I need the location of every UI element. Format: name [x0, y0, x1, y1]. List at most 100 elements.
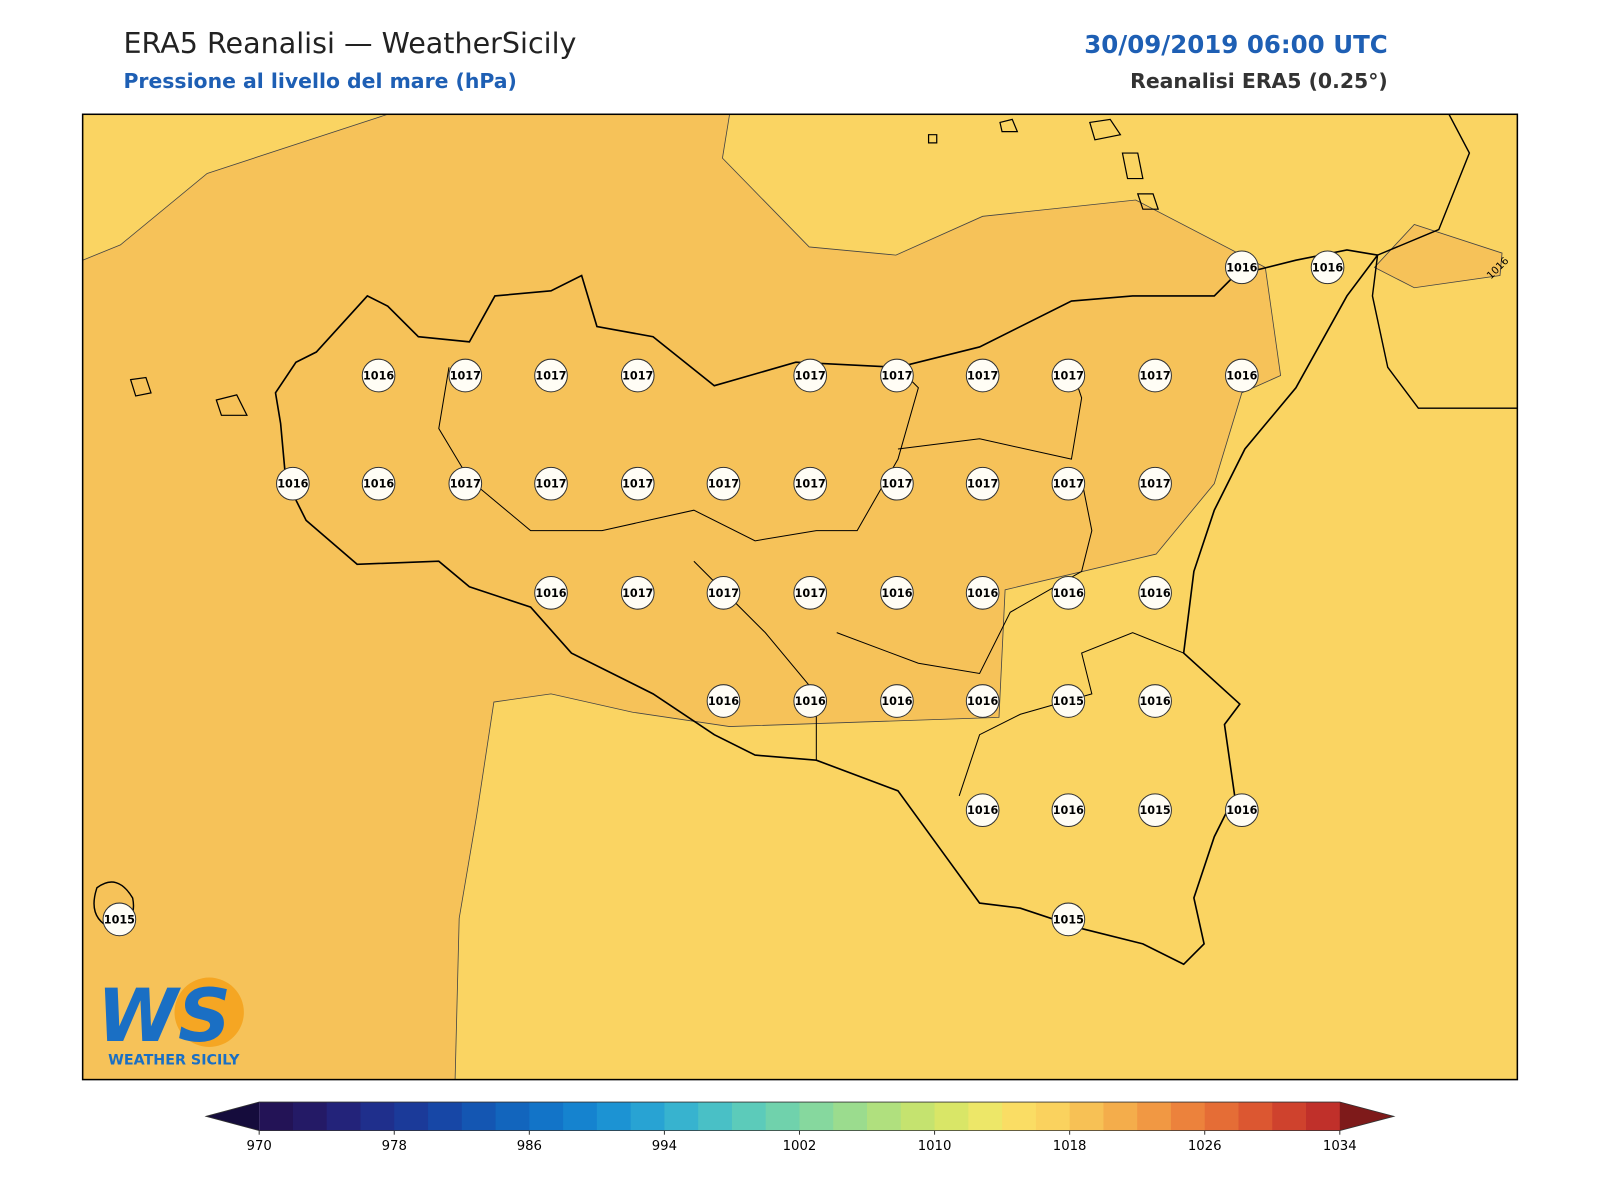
subtitle: Pressione al livello del mare (hPa) [123, 69, 516, 93]
station-marker [620, 466, 655, 501]
station-marker [1138, 466, 1172, 501]
station: 1016 [1051, 576, 1086, 610]
station-marker [1138, 684, 1172, 718]
colorbar-tick-label: 1026 [1188, 1139, 1222, 1154]
station-value: 1016 [1139, 587, 1170, 600]
colorbar-segment [1272, 1102, 1307, 1131]
station-marker [1051, 684, 1086, 718]
station-value: 1016 [1312, 261, 1343, 274]
station: 1017 [965, 358, 1000, 393]
colorbar-tick-label: 994 [652, 1139, 677, 1154]
station: 1017 [706, 576, 741, 610]
station-marker [793, 358, 828, 393]
station-marker [880, 466, 914, 501]
station-marker [706, 684, 741, 718]
station: 1017 [880, 358, 914, 393]
coastline [1371, 113, 1518, 409]
station-value: 1016 [1053, 804, 1084, 817]
station-value: 1017 [795, 478, 826, 491]
station: 1017 [620, 466, 655, 501]
colorbar-segment [428, 1102, 463, 1131]
station-marker [706, 576, 741, 610]
colorbar: 970 978 986 994 1002 1010 1018 1026 1034 [204, 1101, 1396, 1154]
station-marker [448, 358, 483, 393]
station-value: 1016 [881, 587, 912, 600]
station-marker [1138, 793, 1172, 828]
coastline [274, 249, 1380, 966]
station: 1015 [1051, 684, 1086, 718]
station-marker [965, 466, 1000, 501]
colorbar-tick-label: 978 [382, 1139, 407, 1154]
colorbar-segment [630, 1102, 665, 1131]
logo-sun [174, 977, 244, 1047]
station-value: 1015 [104, 913, 135, 926]
station-value: 1016 [363, 370, 394, 383]
station-value: 1017 [450, 370, 481, 383]
station: 1017 [448, 358, 483, 393]
colorbar-segment [461, 1102, 497, 1131]
colorbar-segment [1103, 1102, 1138, 1131]
station-marker [880, 576, 914, 610]
station-value: 1017 [622, 478, 653, 491]
station: 1016 [880, 684, 914, 718]
colorbar-segment [259, 1102, 294, 1131]
station-value: 1016 [967, 587, 998, 600]
station: 1016 [965, 684, 1000, 718]
colorbar-segment [360, 1102, 395, 1131]
pressure-area [1373, 224, 1503, 289]
station-marker [534, 576, 568, 610]
station-marker [1138, 358, 1172, 393]
station-marker [1051, 576, 1086, 610]
station: 1017 [706, 466, 741, 501]
station: 1017 [793, 358, 828, 393]
colorbar-segment [1306, 1102, 1341, 1131]
colorbar-segment [731, 1102, 767, 1131]
station-marker [1225, 793, 1259, 828]
station-marker [1225, 358, 1259, 393]
station-marker [276, 466, 310, 501]
station: 1017 [620, 358, 655, 393]
colorbar-segment [698, 1102, 733, 1131]
station: 1017 [534, 466, 568, 501]
station-marker [620, 358, 655, 393]
colorbar-extend-high [1339, 1102, 1394, 1131]
province-border [958, 632, 1184, 797]
station-value: 1015 [1053, 695, 1084, 708]
station-marker [1225, 250, 1259, 285]
station: 1017 [620, 576, 655, 610]
station-marker [1138, 576, 1172, 610]
station-marker [1051, 466, 1086, 501]
station-marker [706, 466, 741, 501]
colorbar-tick-label: 970 [247, 1139, 272, 1154]
station-value: 1017 [708, 478, 739, 491]
station: 1016 [361, 358, 396, 393]
station: 1017 [1051, 358, 1086, 393]
colorbar-segment [1137, 1102, 1172, 1131]
station-marker [102, 902, 137, 937]
station-value: 1017 [535, 370, 566, 383]
station-marker [965, 684, 1000, 718]
station: 1017 [1138, 466, 1172, 501]
source: Reanalisi ERA5 (0.25°) [1130, 69, 1388, 93]
station-marker [620, 576, 655, 610]
station-value: 1017 [795, 370, 826, 383]
colorbar-segment [968, 1102, 1003, 1131]
logo: WS WEATHER SICILY [97, 974, 244, 1068]
station-marker [361, 358, 396, 393]
station: 1016 [1310, 250, 1345, 285]
title: ERA5 Reanalisi — WeatherSicily [123, 26, 576, 60]
station-labels: 1016 1016 1016 1017 1017 1017 1017 1017 1017 1017… [102, 250, 1345, 937]
colorbar-tick-label: 986 [517, 1139, 542, 1154]
station-marker [793, 466, 828, 501]
station: 1015 [102, 902, 137, 937]
colorbar-segment [934, 1102, 969, 1131]
colorbar-segment [292, 1102, 328, 1131]
station-marker [880, 358, 914, 393]
station-marker [965, 793, 1000, 828]
station-value: 1016 [1053, 587, 1084, 600]
station: 1017 [1138, 358, 1172, 393]
station: 1016 [1138, 684, 1172, 718]
station-marker [793, 576, 828, 610]
station-value: 1017 [881, 370, 912, 383]
